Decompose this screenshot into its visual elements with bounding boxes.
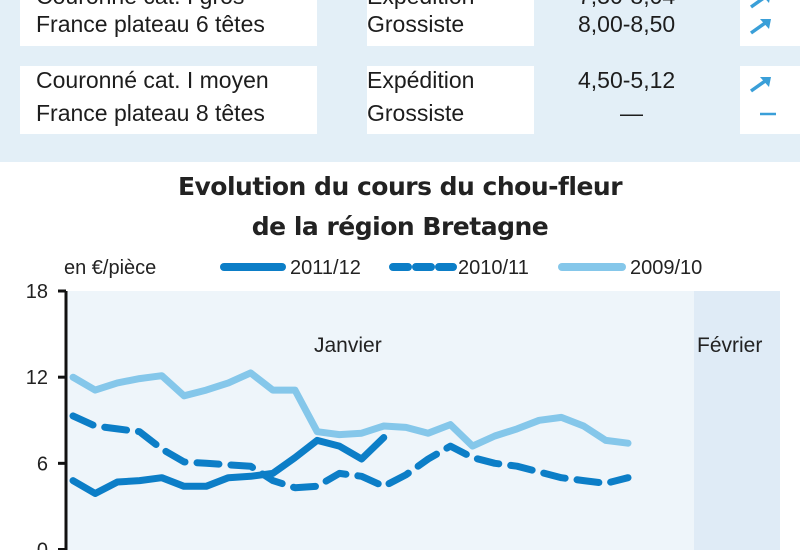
trend-up-icon [749,0,770,9]
y-axis-unit: en €/pièce [64,257,156,279]
trend-stable-icon [760,112,776,116]
price-line-2: 8,00-8,50 [578,11,676,37]
chart-title-line-1: Evolution du cours du chou-fleur [177,172,623,201]
product-line-2: France plateau 6 têtes [36,11,265,37]
series-line-2011-12 [69,434,388,497]
line-chart: Janvier Février en €/pièce 2011/12 2010/… [26,257,780,550]
y-tick-label: 6 [37,453,48,475]
price-line-1: 7,30-8,04 [578,0,675,13]
legend-label-2010-11: 2010/11 [458,257,529,279]
trend-up-icon [749,77,771,93]
chart-title-line-2: de la région Bretagne [251,212,549,241]
series-line-2010-11 [69,412,632,492]
legend-label-2011-12: 2011/12 [290,257,361,279]
table-row: Couronné cat. I gros France plateau 6 tê… [20,0,800,46]
stage-line-2: Grossiste [367,100,465,126]
product-line-1: Couronné cat. I gros [36,0,244,13]
product-line-1: Couronné cat. I moyen [36,67,269,93]
fevrier-band [694,291,780,550]
y-tick-label: 18 [26,281,48,303]
y-tick-label: 12 [26,367,48,389]
y-tick-label: 0 [37,540,48,550]
trend-up-icon [749,19,771,35]
plot-background [66,291,780,550]
legend-label-2009-10: 2009/10 [630,257,702,279]
annotation-janvier: Janvier [314,334,382,357]
price-line-1: 4,50-5,12 [578,67,676,93]
annotation-fevrier: Février [697,334,762,357]
table-row: Couronné cat. I moyen France plateau 8 t… [20,66,800,134]
stage-line-2: Grossiste [367,11,465,37]
product-line-2: France plateau 8 têtes [36,100,265,126]
price-table: Couronné cat. I gros France plateau 6 tê… [0,0,800,162]
series-line-2009-10 [69,369,632,450]
stage-line-1: Expédition [367,0,474,13]
price-line-2: — [620,100,643,126]
legend: 2011/12 2010/11 2009/10 [220,257,702,279]
stage-line-1: Expédition [367,67,475,93]
